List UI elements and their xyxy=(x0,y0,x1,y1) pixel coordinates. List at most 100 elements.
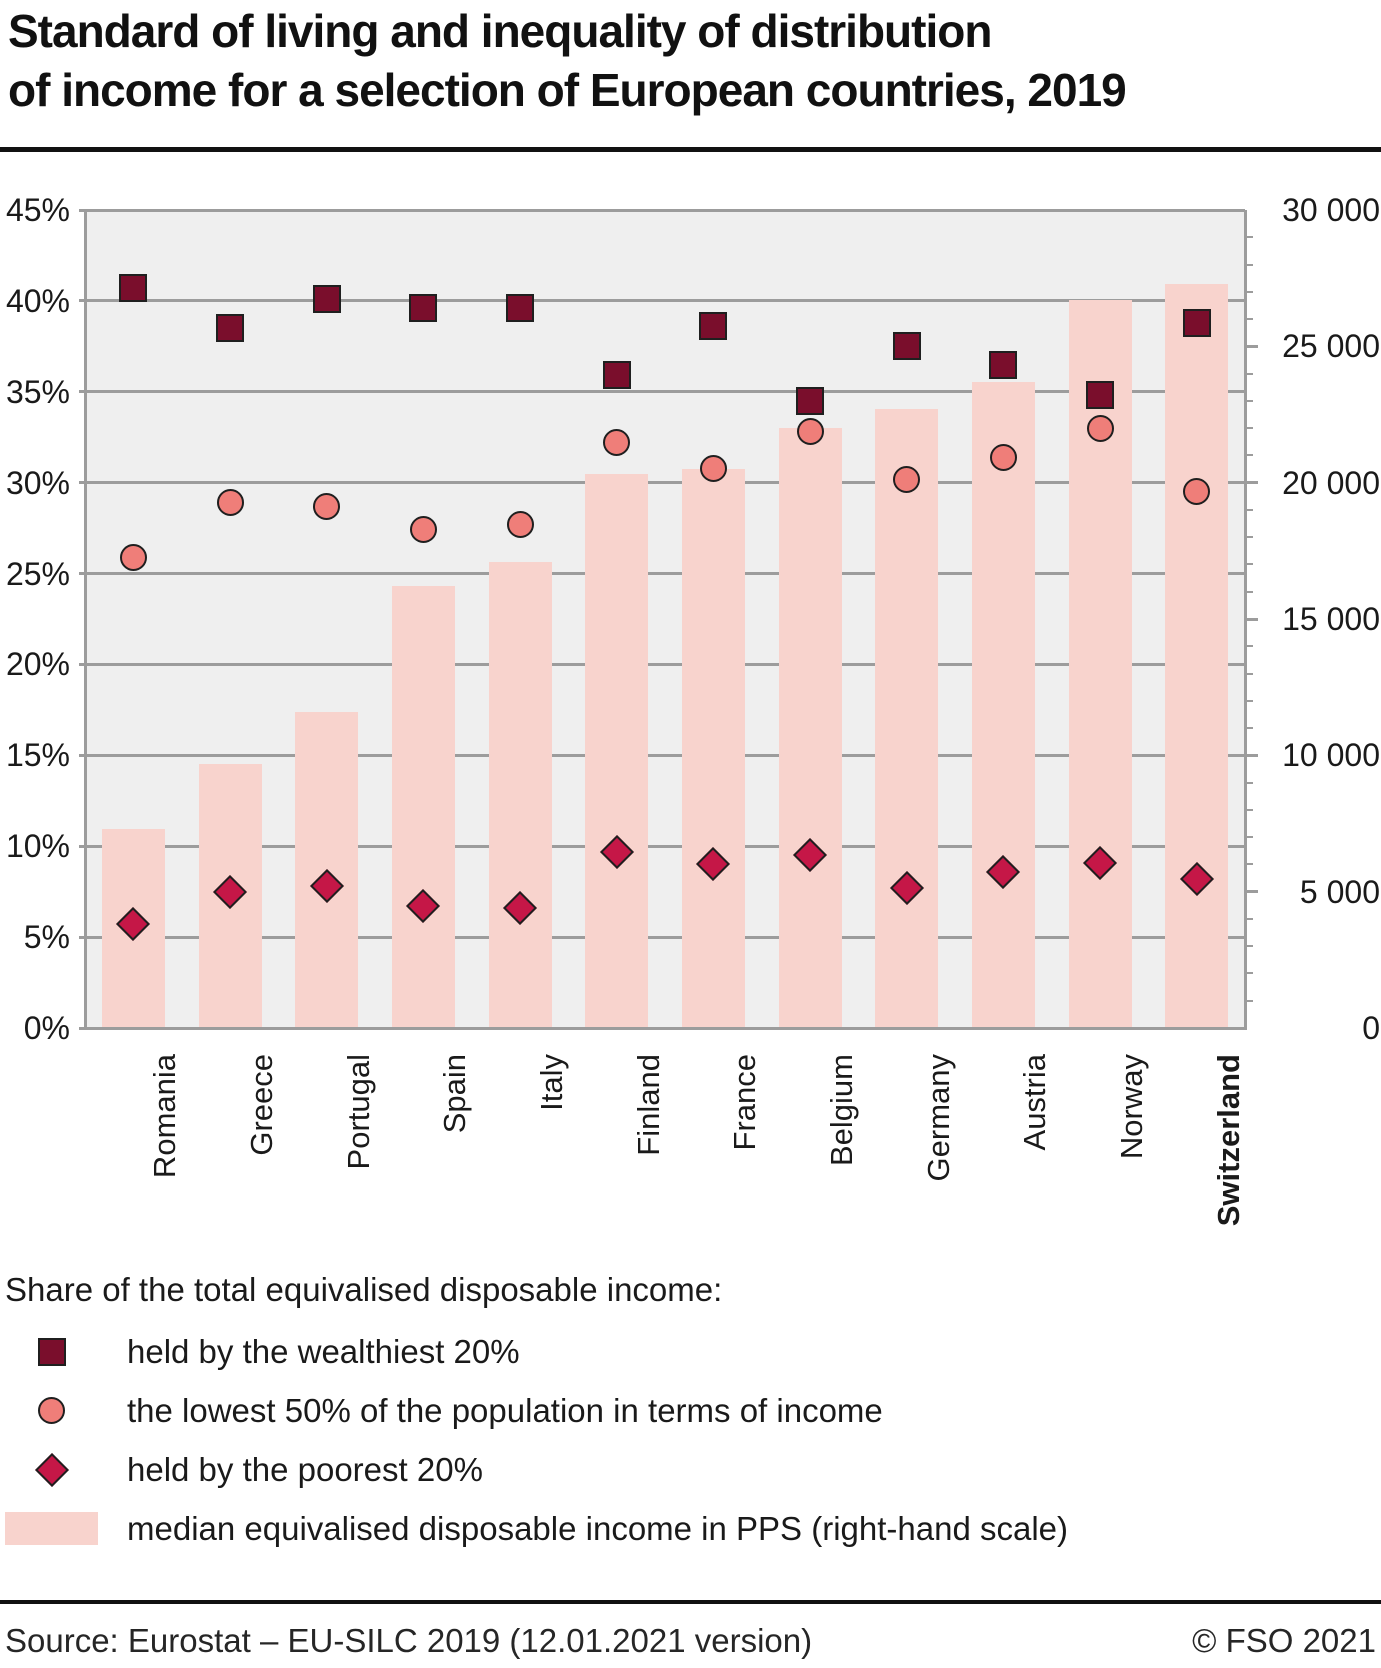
circle-marker-spain xyxy=(409,516,437,544)
x-label-wrap: Norway xyxy=(1084,1054,1149,1159)
right-axis-major-tick xyxy=(1245,753,1258,757)
legend-label-median-income: median equivalised disposable income in … xyxy=(127,1509,1069,1547)
legend: Share of the total equivalised disposabl… xyxy=(5,1270,1376,1558)
x-axis-label-belgium: Belgium xyxy=(824,1054,859,1166)
y-axis-label-left: 20% xyxy=(5,646,70,683)
gridline xyxy=(79,844,1245,848)
bar-italy xyxy=(488,561,552,1028)
x-axis-label-romania: Romania xyxy=(147,1054,183,1179)
bar-germany xyxy=(875,409,939,1028)
x-axis-label-switzerland: Switzerland xyxy=(1210,1054,1246,1227)
right-axis-minor-tick xyxy=(1245,536,1253,539)
bottom-axis-line xyxy=(79,1026,1245,1030)
y-axis-label-left: 40% xyxy=(5,282,70,319)
right-axis-minor-tick xyxy=(1245,727,1253,730)
legend-label-lowest50: the lowest 50% of the population in term… xyxy=(127,1391,883,1429)
right-axis-minor-tick xyxy=(1245,972,1253,975)
y-axis-label-left: 15% xyxy=(5,737,70,774)
right-axis-minor-tick xyxy=(1245,290,1253,293)
x-axis-label-france: France xyxy=(727,1054,763,1151)
y-axis-label-left: 30% xyxy=(5,464,70,501)
x-axis-label-austria: Austria xyxy=(1017,1054,1053,1151)
x-axis-label-norway: Norway xyxy=(1114,1054,1149,1160)
lowest50-circle-icon xyxy=(38,1397,65,1424)
y-axis-label-right: 25 000 xyxy=(1282,328,1380,365)
page-title: Standard of living and inequality of dis… xyxy=(8,2,1127,120)
page-title-line2: of income for a selection of European co… xyxy=(8,64,1127,116)
y-axis-label-left: 0% xyxy=(23,1010,70,1046)
bar-spain xyxy=(391,586,455,1028)
x-label-wrap: Italy xyxy=(504,1054,569,1111)
right-axis-minor-tick xyxy=(1245,454,1253,457)
x-label-wrap: France xyxy=(697,1054,762,1150)
legend-item-poorest: held by the poorest 20% xyxy=(5,1440,1376,1499)
right-axis-minor-tick xyxy=(1245,836,1253,839)
x-axis-label-italy: Italy xyxy=(534,1054,569,1111)
median-income-bar-swatch xyxy=(5,1512,98,1545)
right-axis-minor-tick xyxy=(1245,781,1253,784)
circle-marker-norway xyxy=(1086,414,1114,442)
x-label-wrap: Romania xyxy=(117,1054,182,1178)
plot-background xyxy=(85,210,1245,1028)
right-axis-major-tick xyxy=(1245,617,1258,621)
legend-heading: Share of the total equivalised disposabl… xyxy=(5,1271,723,1308)
bar-austria xyxy=(971,381,1035,1028)
y-axis-label-right: 15 000 xyxy=(1282,601,1380,637)
right-axis-minor-tick xyxy=(1245,372,1253,375)
circle-marker-italy xyxy=(506,510,534,538)
square-marker-france xyxy=(699,312,728,341)
square-marker-greece xyxy=(216,314,244,343)
right-axis-minor-tick xyxy=(1245,999,1253,1002)
y-axis-label-left: 35% xyxy=(5,373,70,410)
gridline xyxy=(79,390,1245,394)
footer-divider xyxy=(0,1600,1381,1604)
square-marker-portugal xyxy=(312,285,341,314)
circle-marker-portugal xyxy=(313,492,341,520)
right-axis-minor-tick xyxy=(1245,563,1253,566)
legend-item-median-income: median equivalised disposable income in … xyxy=(5,1499,1376,1558)
poorest-diamond-icon xyxy=(34,1452,69,1487)
square-marker-romania xyxy=(119,274,148,303)
x-label-wrap: Austria xyxy=(987,1054,1052,1150)
gridline xyxy=(79,662,1245,666)
copyright-note: © FSO 2021 xyxy=(1192,1622,1376,1659)
circle-marker-france xyxy=(699,454,727,482)
right-axis-minor-tick xyxy=(1245,318,1253,321)
y-axis-label-right: 20 000 xyxy=(1282,464,1380,501)
bar-switzerland xyxy=(1165,283,1229,1028)
square-marker-spain xyxy=(409,294,438,323)
gridline xyxy=(79,299,1245,303)
circle-marker-switzerland xyxy=(1183,478,1211,506)
y-axis-label-right: 10 000 xyxy=(1282,737,1380,774)
x-label-wrap: Germany xyxy=(891,1054,956,1181)
gridline xyxy=(79,572,1245,576)
legend-label-wealthiest: held by the wealthiest 20% xyxy=(127,1332,520,1370)
y-axis-label-right: 30 000 xyxy=(1282,192,1380,228)
y-axis-label-left: 25% xyxy=(5,555,70,592)
bar-finland xyxy=(585,474,649,1028)
right-axis-major-tick xyxy=(1245,890,1258,894)
square-marker-switzerland xyxy=(1182,308,1211,337)
square-marker-belgium xyxy=(796,386,824,415)
bar-belgium xyxy=(778,428,842,1028)
x-axis-label-germany: Germany xyxy=(920,1054,956,1182)
y-axis-label-left: 10% xyxy=(5,828,70,865)
gridline xyxy=(79,935,1245,939)
x-label-wrap: Greece xyxy=(214,1054,279,1156)
right-axis-major-tick xyxy=(1245,344,1258,348)
footer: Source: Eurostat – EU-SILC 2019 (12.01.2… xyxy=(5,1622,1376,1660)
left-axis-line xyxy=(84,210,87,1030)
x-axis-label-finland: Finland xyxy=(630,1054,666,1156)
right-axis-minor-tick xyxy=(1245,863,1253,866)
wealthiest-square-icon xyxy=(37,1337,66,1366)
x-label-wrap: Belgium xyxy=(794,1054,859,1166)
gridline xyxy=(79,753,1245,757)
square-marker-germany xyxy=(892,332,921,361)
gridline xyxy=(79,481,1245,485)
right-axis-minor-tick xyxy=(1245,399,1253,402)
circle-marker-finland xyxy=(603,429,631,457)
y-axis-label-right: 0 xyxy=(1362,1010,1380,1046)
x-label-wrap: Portugal xyxy=(311,1054,376,1169)
square-marker-finland xyxy=(602,361,631,390)
